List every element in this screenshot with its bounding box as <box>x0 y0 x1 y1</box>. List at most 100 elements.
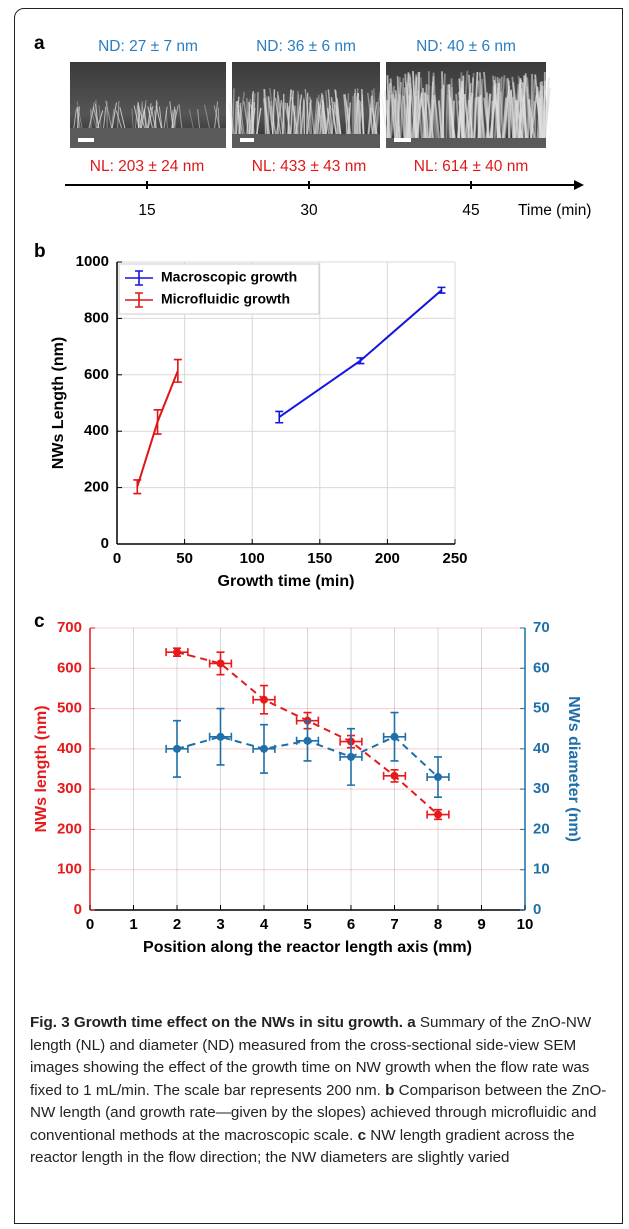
nanowire <box>386 100 390 139</box>
nanowire <box>289 90 295 135</box>
x-axis-label: Growth time (min) <box>218 573 355 590</box>
length-label: NL: 614 ± 40 nm <box>414 158 529 175</box>
nanowire <box>344 94 351 135</box>
nanowire <box>140 101 143 129</box>
nanowire <box>394 99 398 139</box>
figure-frame <box>14 8 623 1224</box>
nanowire <box>478 72 485 139</box>
nanowire <box>520 88 527 139</box>
y-tick-label: 300 <box>57 780 82 797</box>
nanowire <box>275 100 283 135</box>
nanowire <box>115 110 123 129</box>
nanowire <box>319 105 324 135</box>
x-tick-label: 3 <box>216 916 224 933</box>
nanowire <box>94 103 100 129</box>
y-tick-label: 600 <box>57 659 82 676</box>
nanowire <box>103 106 107 129</box>
nanowire <box>277 95 284 135</box>
nanowire <box>263 98 271 135</box>
nanowire <box>461 88 466 139</box>
y2-tick-label: 70 <box>533 619 550 636</box>
nanowire <box>538 86 544 139</box>
caption-text: Comparison between the ZnO-NW length (an… <box>30 1081 607 1144</box>
marker <box>173 648 181 657</box>
error-bar <box>356 357 365 365</box>
nanowire <box>111 102 117 129</box>
y2-tick-label: 10 <box>533 861 550 878</box>
nanowire <box>294 93 300 135</box>
y-tick-label: 200 <box>57 820 82 837</box>
nanowire <box>274 97 282 135</box>
nanowire <box>334 89 342 135</box>
nanowire <box>496 83 500 139</box>
error-bar <box>133 479 142 495</box>
y-tick-label: 400 <box>84 422 109 439</box>
nanowire <box>143 108 147 129</box>
sem-substrate <box>70 128 226 148</box>
nanowire <box>428 75 435 139</box>
y-tick-label: 600 <box>84 366 109 383</box>
nanowire <box>415 72 420 139</box>
nanowire <box>429 99 435 139</box>
nanowire <box>447 94 451 139</box>
caption-label: c <box>357 1126 367 1144</box>
x-tick-label: 8 <box>434 916 442 933</box>
nanowire <box>449 97 454 139</box>
marker <box>303 736 312 745</box>
nanowire <box>234 101 238 135</box>
nanowire <box>131 108 134 129</box>
nanowire <box>239 105 245 135</box>
x-tick-label: 0 <box>86 916 94 933</box>
nanowire <box>395 82 402 139</box>
nanowire <box>389 78 397 139</box>
marker <box>434 810 442 819</box>
nanowire <box>470 77 474 139</box>
nanowire <box>246 98 249 135</box>
nanowire <box>235 96 240 135</box>
nanowire <box>521 82 528 139</box>
nanowire <box>373 88 378 135</box>
nanowire <box>326 107 332 135</box>
nanowire <box>490 85 497 139</box>
nanowire <box>441 84 445 139</box>
nanowire <box>457 88 463 139</box>
nanowire <box>165 110 168 129</box>
nanowire <box>243 101 250 135</box>
y-tick-label: 200 <box>84 479 109 496</box>
nanowire <box>327 89 333 135</box>
x-axis-label: Position along the reactor length axis (… <box>143 939 472 956</box>
nanowire <box>431 86 437 139</box>
nanowire <box>98 105 102 129</box>
y2-tick-label: 60 <box>533 659 550 676</box>
nanowire <box>533 100 537 139</box>
nanowire <box>155 106 162 129</box>
nanowire <box>237 92 245 135</box>
nanowire <box>398 94 406 139</box>
nanowire <box>389 85 395 139</box>
nanowire <box>358 97 364 135</box>
y-tick-label: 0 <box>74 901 82 918</box>
nanowire <box>524 76 532 139</box>
panel-label: b <box>34 241 46 262</box>
nanowire <box>465 96 472 139</box>
x-tick-label: 150 <box>307 550 332 567</box>
nanowire <box>286 102 291 135</box>
legend-symbol <box>125 292 153 308</box>
nanowire <box>141 100 147 129</box>
panel-label: c <box>34 611 45 632</box>
nanowire <box>492 75 499 139</box>
nanowire <box>138 110 145 129</box>
nanowire <box>491 85 495 139</box>
nanowire <box>371 104 377 135</box>
diameter-label: ND: 40 ± 6 nm <box>416 38 516 55</box>
x-axis-label: Time (min) <box>518 202 591 219</box>
nanowire <box>314 102 320 135</box>
caption: Fig. 3 Growth time effect on the NWs in … <box>30 1012 610 1170</box>
nanowire <box>521 73 527 139</box>
nanowire <box>228 102 235 135</box>
nanowire <box>458 91 466 139</box>
nanowire <box>231 88 235 135</box>
nanowire <box>172 105 179 129</box>
panel-label: a <box>34 33 45 54</box>
